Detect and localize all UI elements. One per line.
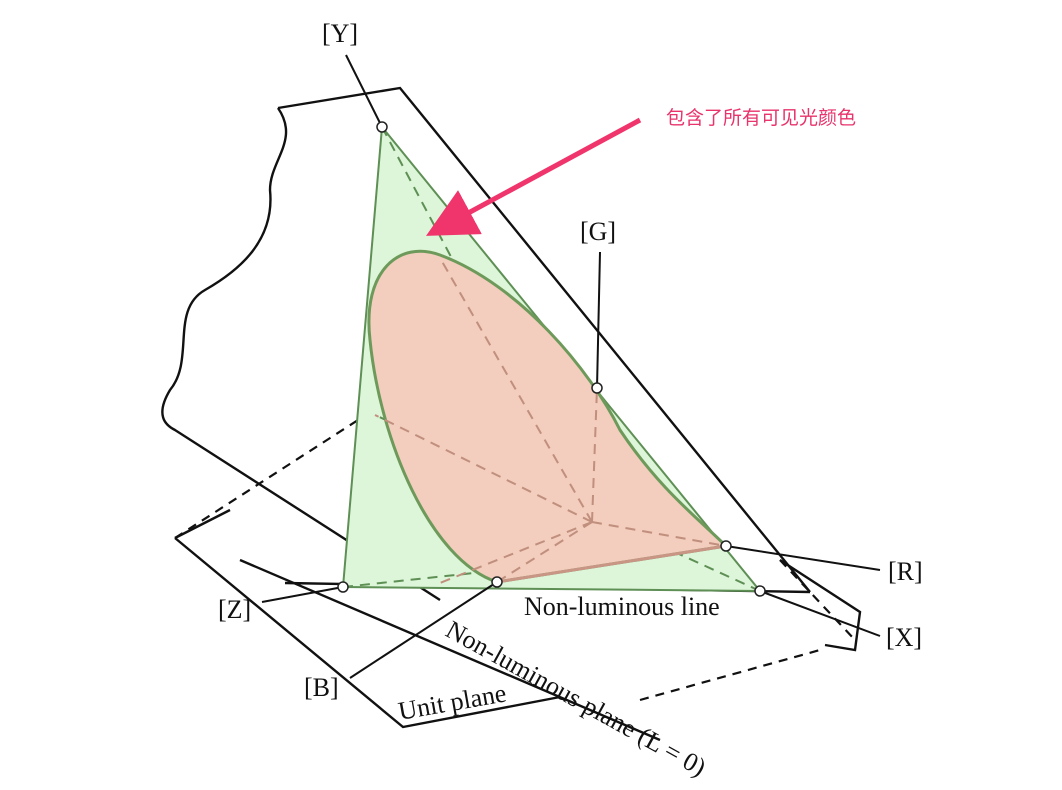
non-luminous-line-label: Non-luminous line [524,592,720,621]
plane-edge [779,558,862,652]
label-r: [R] [888,557,923,586]
points [337,121,766,597]
annotation: 包含了所有可见光颜色 [666,107,856,129]
plane-hidden [779,559,856,641]
unit-plane-edge [174,537,561,729]
label-b: [B] [304,673,339,702]
label-g: [G] [580,217,616,246]
spectral-locus [367,249,730,584]
unit-edge [277,86,811,593]
label-z: [Z] [218,595,251,624]
label-x: [X] [886,623,922,652]
unit-plane-edge [174,508,231,540]
leaders [261,54,881,679]
annotation-arrow [426,117,642,236]
plane-hidden [639,648,821,702]
unit-plane-hidden [174,419,359,539]
purple-line [496,544,727,584]
locus-guides [374,257,727,586]
plane-edge [239,558,661,742]
curved-edge [161,107,441,602]
label-y: [Y] [322,19,358,48]
